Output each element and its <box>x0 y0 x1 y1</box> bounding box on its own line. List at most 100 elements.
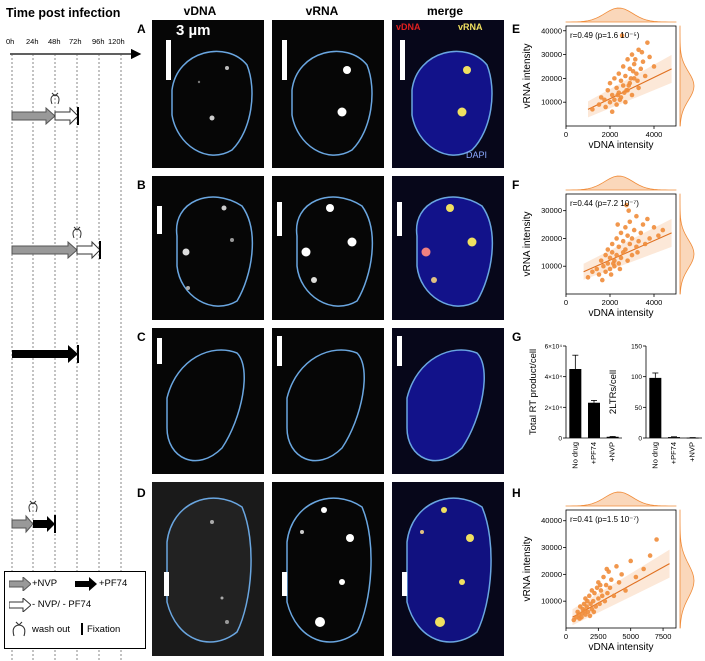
data-point <box>603 269 608 275</box>
data-point <box>590 269 595 275</box>
data-point <box>602 97 607 103</box>
tick-label-48h: 48h <box>48 37 61 46</box>
data-point <box>612 76 617 81</box>
image-c-merge <box>392 328 504 474</box>
data-point <box>647 54 652 60</box>
y-tick-label: 20000 <box>541 74 562 83</box>
category-label: +NVP <box>688 442 697 462</box>
x-tick-label: 2000 <box>602 298 619 307</box>
data-point <box>594 585 600 591</box>
data-point <box>656 233 661 238</box>
data-point <box>603 252 608 258</box>
data-point <box>616 71 622 76</box>
image-d-merge <box>392 482 504 656</box>
panel-label-f: F <box>512 178 520 192</box>
data-point <box>627 219 633 225</box>
category-label: +NVP <box>608 442 617 462</box>
data-point <box>600 277 605 283</box>
data-point <box>601 263 606 269</box>
data-point <box>631 61 637 67</box>
data-point <box>598 588 604 593</box>
x-tick-label: 0 <box>564 298 568 307</box>
data-point <box>620 83 626 88</box>
tick-label-120h: 120h <box>108 37 125 46</box>
fixation-bar-icon <box>81 623 83 635</box>
category-label: No drug <box>650 442 659 469</box>
data-point <box>577 616 582 621</box>
data-point <box>597 601 602 607</box>
timeline-row-c <box>12 345 79 363</box>
nvp-arrow-icon <box>9 577 31 591</box>
image-a-vdna: 3 µm <box>152 20 264 168</box>
data-point <box>626 208 631 213</box>
data-point <box>598 258 604 263</box>
data-point <box>634 71 639 76</box>
bar <box>569 369 582 438</box>
data-point <box>603 104 608 110</box>
x-tick-label: 7500 <box>655 632 672 641</box>
scatter-chart-h: 0 2500 5000 7500 10000 20000 30000 40000 r=0.41 … <box>522 491 695 653</box>
bar <box>686 437 699 439</box>
data-point <box>623 225 628 230</box>
image-a-vrna <box>272 20 384 168</box>
y-axis-label: 2LTRs/cell <box>608 370 619 414</box>
x-tick-label: 0 <box>564 130 568 139</box>
data-point <box>636 47 641 53</box>
data-point <box>611 593 617 599</box>
data-point <box>603 582 609 588</box>
no-drug-arrow-icon <box>9 598 31 612</box>
data-point <box>642 73 648 79</box>
x-tick-label: 4000 <box>646 298 663 307</box>
data-point <box>633 574 639 580</box>
data-point <box>609 250 615 255</box>
pf74-arrow-icon <box>75 577 97 591</box>
data-point <box>587 613 593 619</box>
y-tick-label: 40000 <box>541 26 562 35</box>
x-tick-label: 0 <box>564 632 568 641</box>
scatter-chart-f: 0 2000 4000 10000 20000 30000 r=0.44 (p=7.2 10… <box>522 175 695 319</box>
data-point <box>651 64 657 69</box>
data-point <box>586 593 592 599</box>
data-point <box>615 92 620 98</box>
data-point <box>640 59 646 65</box>
data-point <box>630 68 636 74</box>
trend-line <box>583 232 672 273</box>
data-point <box>618 255 624 261</box>
data-point <box>582 608 588 613</box>
data-point <box>620 238 626 244</box>
data-point <box>628 76 634 81</box>
data-point <box>636 238 641 244</box>
marginal-density-right <box>679 25 695 127</box>
data-point <box>604 566 610 572</box>
data-point <box>640 222 646 227</box>
data-point <box>642 241 648 247</box>
correlation-annotation: r=0.41 (p=1.5 10⁻⁷) <box>570 515 639 524</box>
legend-fixation: Fixation <box>87 624 121 635</box>
data-point <box>605 247 611 252</box>
data-point <box>608 272 614 277</box>
tick-label-0h: 0h <box>6 37 14 46</box>
data-point <box>619 33 625 38</box>
data-point <box>638 230 644 236</box>
data-point <box>623 99 628 105</box>
data-point <box>592 590 597 596</box>
legend-pf74: +PF74 <box>99 578 128 589</box>
data-point <box>614 252 619 258</box>
merge-label-vrna: vRNA <box>458 22 483 32</box>
y-tick-label: 4×10⁴ <box>545 374 563 381</box>
data-point <box>636 85 641 91</box>
data-point <box>634 244 639 250</box>
marginal-density-top <box>565 175 677 191</box>
data-point <box>623 247 628 252</box>
data-point <box>629 236 635 241</box>
data-point <box>616 261 622 266</box>
timeline-diagram: 0h 24h 48h 72h 96h 120h <box>6 37 142 660</box>
data-point <box>631 227 637 233</box>
column-header-merge: merge <box>426 4 464 18</box>
tick-label-24h: 24h <box>26 37 39 46</box>
data-point <box>607 99 613 105</box>
data-point <box>625 258 630 263</box>
image-b-merge <box>392 176 504 320</box>
timeline-title: Time post infection <box>6 6 121 20</box>
y-tick-label: 6×10⁴ <box>545 344 563 351</box>
